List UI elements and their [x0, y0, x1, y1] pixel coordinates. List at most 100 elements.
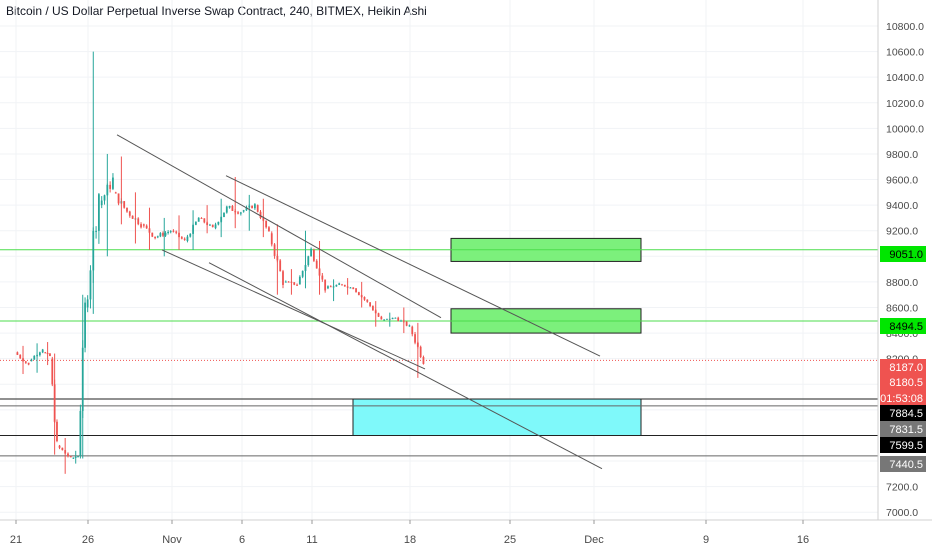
candle-body [338, 283, 341, 285]
candle-body [103, 195, 106, 201]
candle-body [231, 205, 234, 211]
candle-body [335, 284, 338, 287]
candle-body [126, 207, 128, 212]
candle-body [422, 357, 425, 364]
candle-body [175, 231, 178, 233]
candle-body [183, 238, 186, 240]
candle-body [117, 193, 120, 204]
candles-layer [16, 51, 425, 474]
candle-body [100, 200, 103, 206]
candle-body [180, 237, 183, 239]
candle-body [253, 204, 256, 209]
price-label-text: 9051.0 [889, 249, 923, 261]
price-label [880, 246, 926, 262]
candle-body [131, 215, 134, 219]
candle-body [372, 306, 374, 311]
candle-body [156, 236, 159, 238]
x-tick-label: Dec [584, 534, 604, 546]
candle-body [189, 233, 192, 237]
candle-body [72, 457, 75, 459]
candle-body [142, 224, 145, 226]
price-label-text: 7831.5 [889, 424, 923, 436]
wedge-lower-trendline [208, 262, 603, 470]
y-tick-label: 9400.0 [886, 200, 918, 212]
candle-body [169, 231, 172, 233]
candle-body [197, 217, 200, 222]
candle-body [301, 270, 304, 277]
candle-body [151, 232, 154, 237]
candle-body [296, 284, 298, 286]
x-tick-label: Nov [162, 534, 182, 546]
y-tick-label: 9600.0 [886, 175, 918, 187]
candle-body [391, 317, 394, 320]
candle-body [349, 287, 352, 289]
price-label-text: 8180.5 [889, 377, 923, 389]
candle-body [162, 233, 164, 236]
candle-body [209, 224, 211, 226]
y-tick-label: 9200.0 [886, 226, 918, 238]
candle-body [341, 284, 343, 286]
candle-body [49, 353, 51, 356]
x-tick-label: 11 [306, 534, 317, 546]
horizontal-lines-layer [0, 249, 878, 457]
candle-body [123, 201, 126, 208]
price-label-text: 8494.5 [889, 321, 923, 333]
candle-body [242, 210, 245, 212]
candle-body [51, 358, 54, 385]
y-tick-label: 10600.0 [886, 47, 924, 59]
price-label [880, 405, 926, 421]
candle-body [282, 271, 284, 285]
price-label-text: 8187.0 [889, 362, 923, 374]
candle-body [315, 260, 318, 269]
candle-body [114, 192, 117, 194]
candle-body [164, 232, 167, 236]
candle-body [61, 447, 64, 451]
candle-body [245, 207, 248, 211]
candle-body [167, 231, 170, 233]
candle-body [69, 456, 72, 458]
candle-body [154, 236, 156, 239]
y-tick-label: 7200.0 [886, 482, 918, 494]
candle-body [223, 212, 225, 218]
channel-bottom-trendline [161, 249, 426, 370]
candle-body [38, 352, 41, 356]
candle-body [287, 281, 290, 283]
candle-body [321, 275, 324, 280]
candle-body [352, 287, 355, 290]
y-tick-label: 9800.0 [886, 149, 918, 161]
x-tick-label: 18 [404, 534, 416, 546]
candle-body [217, 221, 220, 225]
candle-body [357, 292, 360, 296]
candle-body [19, 354, 22, 359]
candle-body [44, 352, 47, 354]
candle-body [186, 236, 189, 241]
y-tick-label: 10800.0 [886, 21, 924, 33]
candle-body [366, 299, 369, 302]
candle-body [194, 221, 197, 225]
time-axis[interactable]: 21 26 Nov 6 11 18 25 Dec 9 16 [10, 520, 809, 546]
price-label-text: 7440.5 [889, 459, 923, 471]
x-tick-label: 16 [797, 534, 809, 546]
candle-body [200, 217, 203, 219]
price-label-text: 01:53:08 [880, 393, 923, 405]
y-tick-label: 7000.0 [886, 507, 918, 519]
candle-body [256, 205, 259, 212]
candle-body [383, 319, 386, 321]
candle-body [405, 321, 408, 326]
y-tick-label: 10000.0 [886, 123, 924, 135]
candle-body [237, 212, 239, 214]
candle-body [279, 260, 282, 272]
candle-body [95, 230, 97, 232]
candle-body [109, 184, 112, 189]
candle-body [343, 284, 346, 287]
candle-body [84, 302, 86, 348]
candle-body [24, 361, 27, 363]
chart-title: Bitcoin / US Dollar Perpetual Inverse Sw… [6, 4, 427, 18]
cyan-zone [352, 398, 642, 437]
price-label [880, 437, 926, 453]
y-tick-label: 8800.0 [886, 277, 918, 289]
candle-body [324, 279, 327, 291]
candle-body [259, 211, 262, 218]
price-label [880, 359, 926, 375]
